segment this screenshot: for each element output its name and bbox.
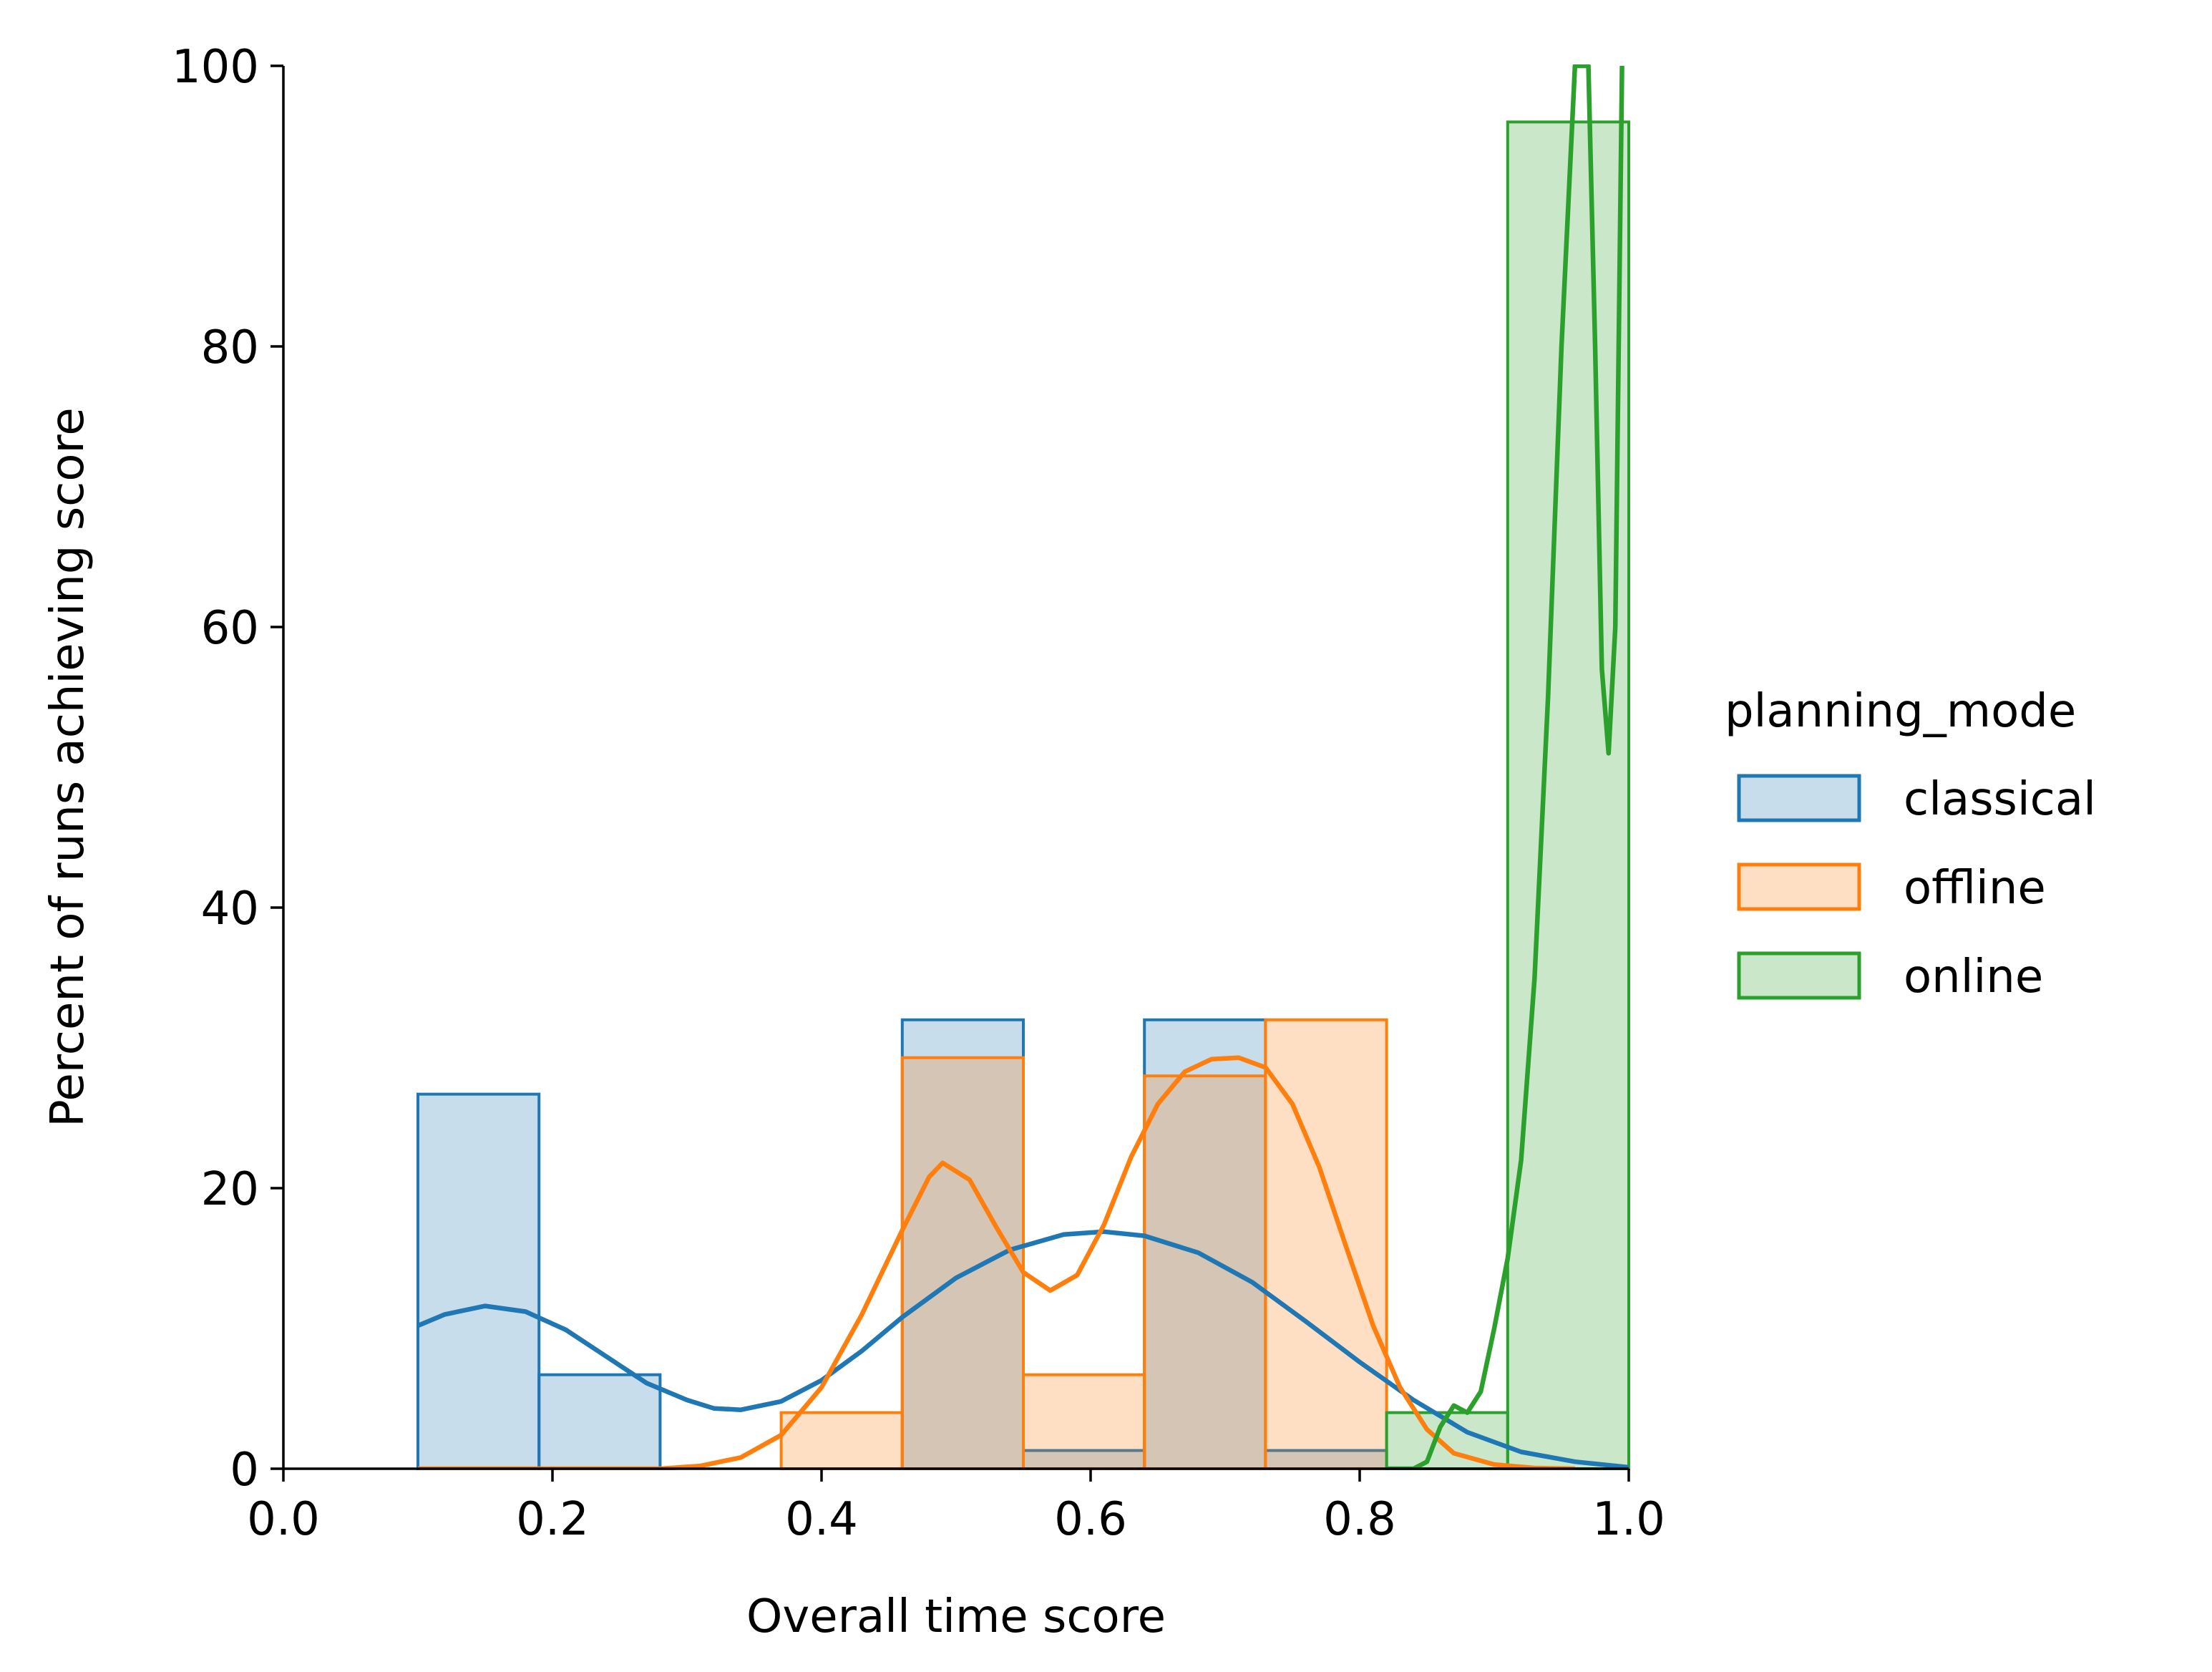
y-axis-label: Percent of runs achieving score [42, 407, 94, 1127]
legend-swatch-classical [1737, 774, 1861, 822]
bar-offline-3 [1143, 1074, 1267, 1470]
y-tick-label: 80 [201, 321, 259, 374]
histogram-bars [416, 120, 1631, 1471]
bar-classical-2 [900, 1018, 1025, 1471]
y-tick-label: 60 [201, 602, 259, 655]
bar-classical-1 [537, 1373, 662, 1471]
bar-offline-1 [900, 1056, 1025, 1470]
bar-offline-2 [1022, 1373, 1146, 1471]
x-tick-label: 0.6 [1054, 1493, 1127, 1546]
bar-offline-0 [779, 1411, 904, 1470]
legend-items: classical offline online [1737, 773, 2096, 1003]
x-tick-label: 0.0 [247, 1493, 320, 1546]
x-tick-label: 0.8 [1323, 1493, 1396, 1546]
kde-offline-line [418, 1055, 1575, 1470]
x-axis-label: Overall time score [746, 1590, 1166, 1643]
x-tick-label: 0.4 [785, 1493, 858, 1546]
axes: 0.0 0.2 0.4 0.6 0.8 1.0 0 20 40 60 80 100 Overall … [42, 41, 1665, 1643]
legend-label-online: online [1904, 951, 2043, 1003]
bar-classical-0 [416, 1092, 541, 1471]
y-tick-label: 0 [230, 1444, 259, 1497]
kde-online-line [1386, 64, 1624, 1470]
y-tick-label: 100 [172, 41, 259, 94]
y-tick-label: 40 [201, 883, 259, 935]
legend-label-classical: classical [1904, 773, 2096, 826]
legend: planning_mode classical offline online [1725, 685, 2096, 1003]
y-ticks: 0 20 40 60 80 100 [172, 41, 283, 1497]
y-tick-label: 20 [201, 1163, 259, 1216]
bar-online-1 [1506, 120, 1631, 1470]
plot-area [416, 64, 1631, 1471]
kde-curves [416, 64, 1629, 1470]
legend-label-offline: offline [1904, 862, 2046, 915]
x-tick-label: 1.0 [1592, 1493, 1665, 1546]
bar-offline-4 [1264, 1018, 1388, 1471]
x-tick-label: 0.2 [516, 1493, 589, 1546]
legend-swatch-online [1737, 951, 1861, 1000]
kde-classical-line [416, 1229, 1629, 1470]
legend-swatch-offline [1737, 862, 1861, 911]
x-ticks: 0.0 0.2 0.4 0.6 0.8 1.0 [247, 1469, 1665, 1546]
legend-title: planning_mode [1725, 685, 2076, 738]
